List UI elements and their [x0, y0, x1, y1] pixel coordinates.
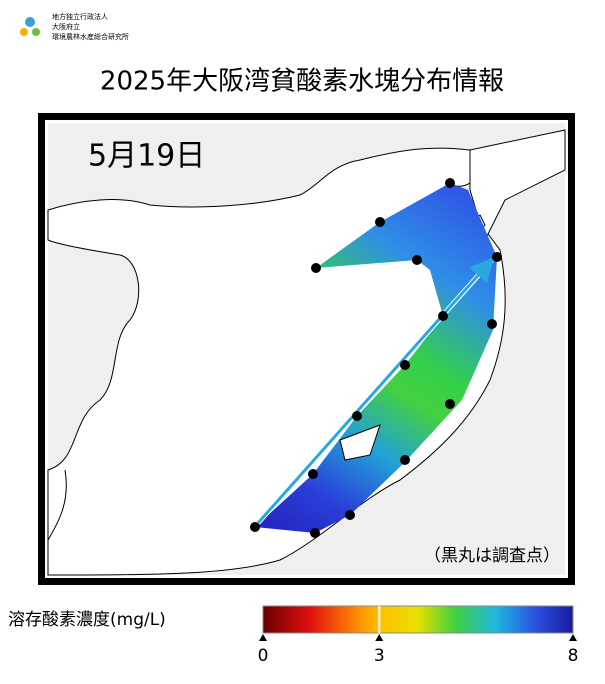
do-area — [255, 183, 497, 533]
org-line: 大阪府立 — [52, 22, 80, 31]
colorbar — [262, 605, 574, 634]
org-line: 地方独立行政法人 — [52, 12, 108, 21]
tick-mark — [375, 634, 384, 641]
survey-points — [250, 178, 502, 538]
tick-label: 3 — [374, 646, 385, 666]
island — [339, 424, 381, 461]
tick-mark — [569, 634, 577, 641]
section-arrow — [256, 257, 494, 524]
org-line: 環境農林水産総合研究所 — [52, 32, 129, 41]
note: （黒丸は調査点） — [424, 546, 560, 566]
date: 5月19日 — [88, 139, 205, 174]
title: 2025年大阪湾貧酸素水塊分布情報 — [100, 67, 504, 97]
tick-label: 8 — [568, 646, 579, 666]
colorbar-label: 溶存酸素濃度(mg/L) — [8, 610, 166, 630]
logo — [20, 17, 40, 36]
tick-label: 0 — [258, 646, 269, 666]
tick-mark — [259, 634, 267, 641]
